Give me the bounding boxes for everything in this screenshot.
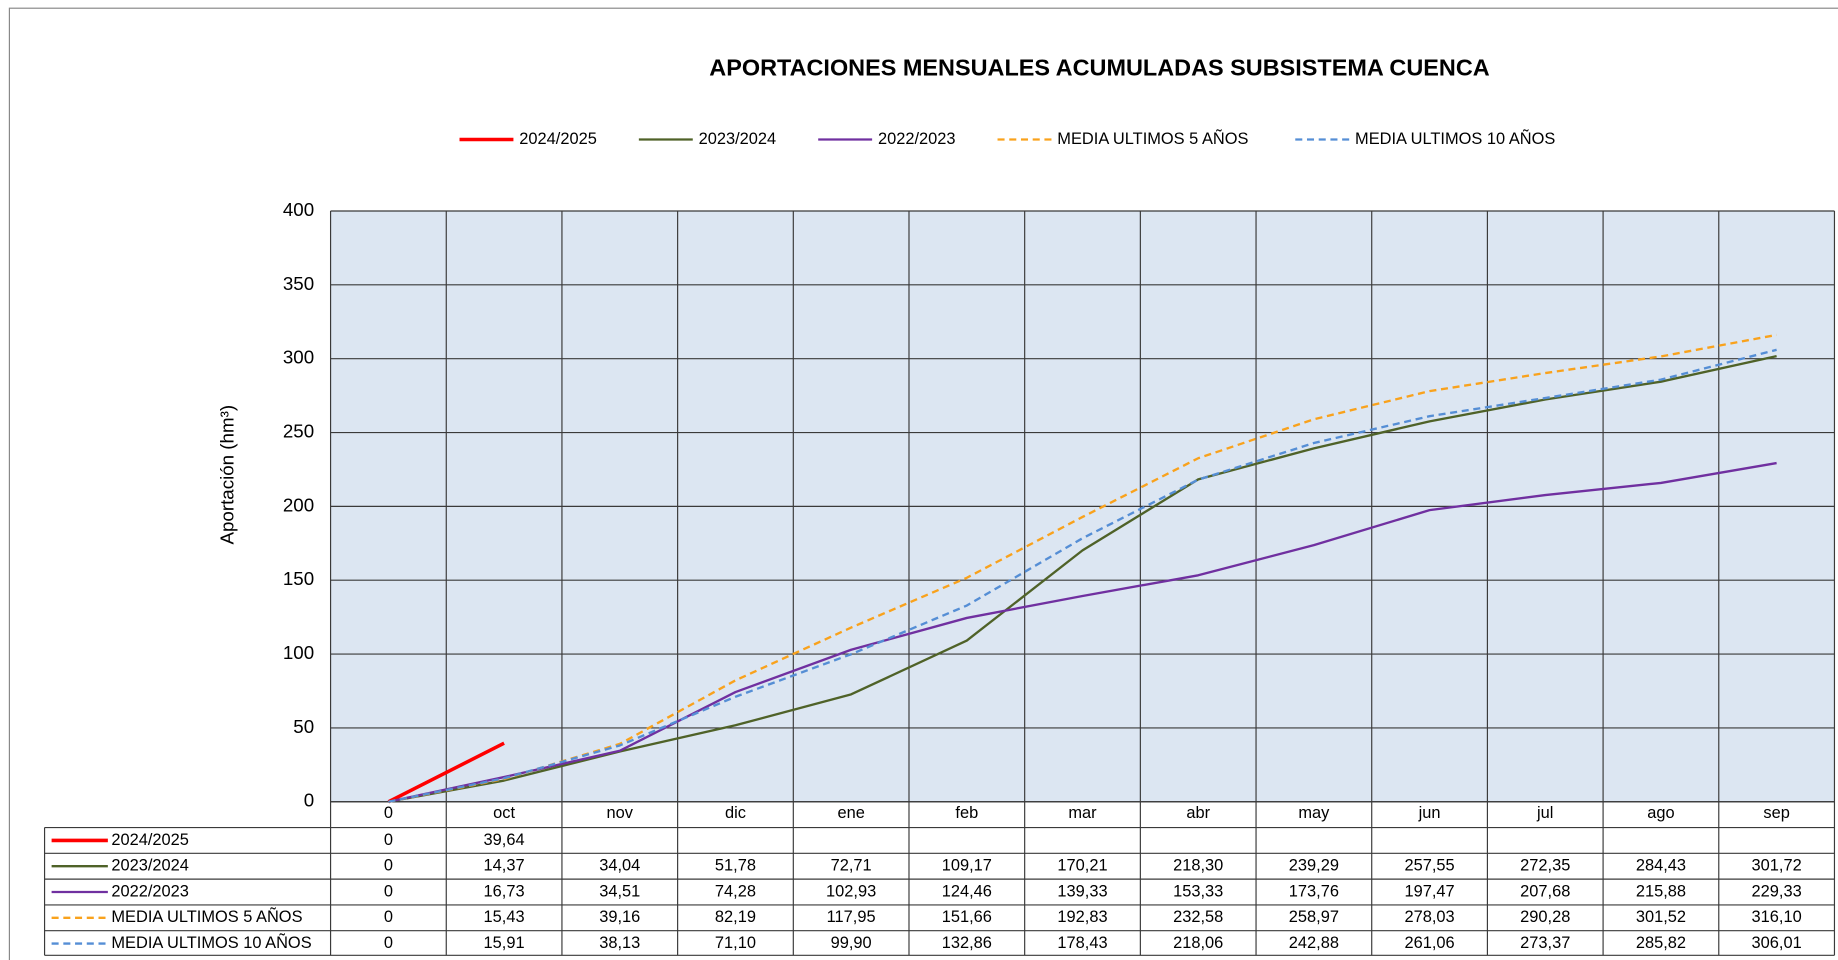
legend-label: MEDIA ULTIMOS 5 AÑOS: [1057, 128, 1248, 148]
table-value: 290,28: [1520, 908, 1570, 926]
table-value: 0: [384, 831, 393, 849]
table-value: 124,46: [942, 882, 992, 900]
table-value: 215,88: [1636, 882, 1686, 900]
table-value: 132,86: [942, 934, 992, 952]
table-value: 109,17: [942, 857, 992, 875]
y-tick-label: 100: [283, 642, 314, 663]
x-tick-label: 0: [384, 804, 393, 822]
series-line: [388, 348, 1777, 803]
table-value: 71,10: [715, 934, 756, 952]
table-value: 117,95: [827, 908, 876, 926]
table-value: 242,88: [1289, 934, 1339, 952]
table-value: 0: [384, 857, 393, 875]
series-line: [388, 333, 1777, 803]
table-value: 316,10: [1752, 908, 1802, 926]
legend-label: 2022/2023: [878, 130, 956, 148]
table-value: 0: [384, 882, 393, 900]
y-tick-label: 150: [283, 568, 314, 589]
table-value: 178,43: [1057, 934, 1107, 952]
legend-label: 2023/2024: [699, 130, 777, 148]
y-tick-label: 250: [283, 420, 314, 441]
table-value: 82,19: [715, 908, 756, 926]
x-tick-label: dic: [725, 804, 746, 822]
table-value: 16,73: [484, 882, 525, 900]
table-value: 197,47: [1404, 882, 1454, 900]
table-value: 278,03: [1404, 908, 1454, 926]
x-tick-label: mar: [1068, 804, 1097, 822]
y-tick-label: 0: [304, 790, 314, 811]
x-tick-label: feb: [955, 804, 978, 822]
table-value: 34,04: [599, 857, 640, 875]
table-value: 285,82: [1636, 934, 1686, 952]
table-value: 232,58: [1173, 908, 1223, 926]
y-tick-label: 300: [283, 347, 314, 368]
table-value: 14,37: [484, 857, 525, 875]
table-value: 102,93: [826, 882, 876, 900]
table-value: 207,68: [1520, 882, 1570, 900]
table-value: 192,83: [1057, 908, 1107, 926]
table-value: 301,72: [1752, 857, 1802, 875]
table-value: 273,37: [1520, 934, 1570, 952]
table-value: 39,64: [484, 831, 525, 849]
series-line: [388, 461, 1777, 803]
x-tick-label: oct: [493, 804, 515, 822]
table-value: 39,16: [599, 908, 640, 926]
table-value: 38,13: [599, 934, 640, 952]
table-value: 218,30: [1173, 857, 1223, 875]
table-value: 284,43: [1636, 857, 1686, 875]
table-series-label: 2022/2023: [111, 882, 189, 900]
table-value: 306,01: [1752, 934, 1802, 952]
table-value: 229,33: [1752, 882, 1802, 900]
x-tick-label: ago: [1647, 804, 1674, 822]
table-value: 301,52: [1636, 908, 1686, 926]
table-value: 239,29: [1289, 857, 1339, 875]
table-value: 15,91: [484, 934, 525, 952]
table-series-label: MEDIA ULTIMOS 5 AÑOS: [111, 906, 302, 926]
y-axis-label: Aportación (hm³): [217, 405, 238, 545]
table-value: 272,35: [1520, 857, 1570, 875]
table-value: 139,33: [1057, 882, 1107, 900]
table-value: 258,97: [1289, 908, 1339, 926]
series-line: [387, 741, 505, 804]
table-series-label: MEDIA ULTIMOS 10 AÑOS: [111, 932, 311, 952]
y-tick-label: 350: [283, 273, 314, 294]
table-value: 51,78: [715, 857, 756, 875]
y-tick-label: 400: [283, 199, 314, 220]
x-tick-label: abr: [1186, 804, 1210, 822]
legend-label: MEDIA ULTIMOS 10 AÑOS: [1355, 128, 1555, 148]
table-value: 34,51: [599, 882, 640, 900]
table-series-label: 2023/2024: [111, 857, 189, 875]
table-value: 0: [384, 908, 393, 926]
table-value: 173,76: [1289, 882, 1339, 900]
table-value: 170,21: [1057, 857, 1107, 875]
x-tick-label: nov: [607, 804, 634, 822]
table-value: 0: [384, 934, 393, 952]
table-value: 261,06: [1404, 934, 1454, 952]
x-tick-label: may: [1298, 804, 1330, 822]
table-value: 72,71: [831, 857, 872, 875]
chart-title: APORTACIONES MENSUALES ACUMULADAS SUBSIS…: [709, 54, 1489, 80]
table-value: 15,43: [484, 908, 525, 926]
y-tick-label: 200: [283, 494, 314, 515]
table-value: 99,90: [831, 934, 872, 952]
table-value: 218,06: [1173, 934, 1223, 952]
table-value: 257,55: [1404, 857, 1454, 875]
table-series-label: 2024/2025: [111, 831, 189, 849]
x-tick-label: jun: [1418, 804, 1441, 822]
table-value: 153,33: [1173, 882, 1223, 900]
x-tick-label: ene: [837, 804, 864, 822]
table-value: 151,66: [942, 908, 992, 926]
legend-label: 2024/2025: [519, 130, 597, 148]
y-tick-label: 50: [293, 716, 314, 737]
x-tick-label: jul: [1536, 804, 1553, 822]
table-value: 74,28: [715, 882, 756, 900]
x-tick-label: sep: [1763, 804, 1789, 822]
